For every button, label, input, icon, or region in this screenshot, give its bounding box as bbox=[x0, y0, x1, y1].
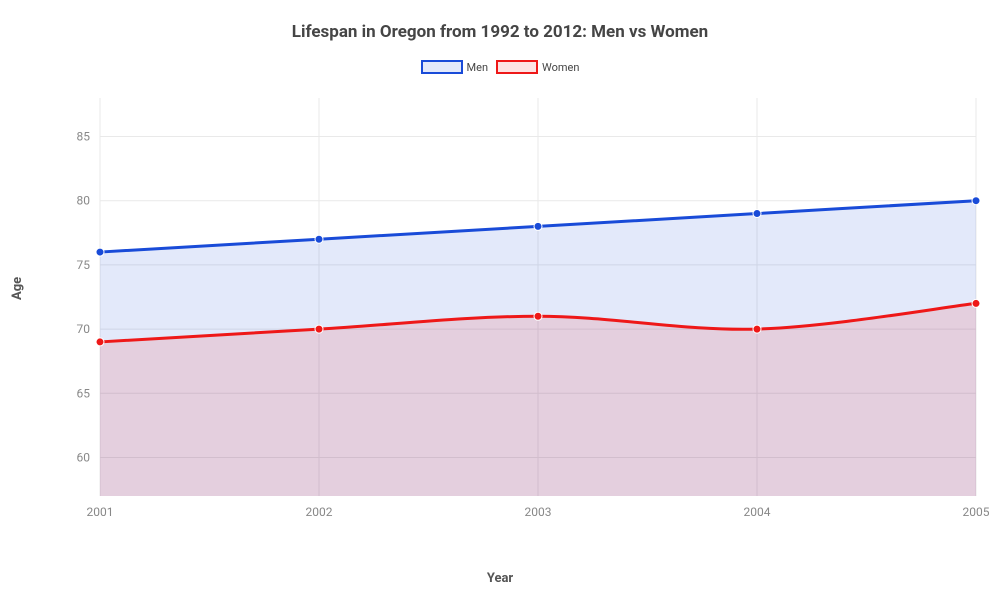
marker-women[interactable] bbox=[972, 299, 980, 307]
marker-men[interactable] bbox=[972, 197, 980, 205]
y-tick-label: 65 bbox=[77, 386, 91, 400]
plot-area: 20012002200320042005606570758085 bbox=[64, 98, 976, 530]
y-tick-label: 70 bbox=[77, 322, 91, 336]
chart-container: Lifespan in Oregon from 1992 to 2012: Me… bbox=[0, 0, 1000, 600]
marker-women[interactable] bbox=[753, 325, 761, 333]
marker-men[interactable] bbox=[753, 210, 761, 218]
y-tick-label: 80 bbox=[77, 194, 91, 208]
x-tick-label: 2004 bbox=[744, 505, 771, 519]
legend-item-women[interactable]: Women bbox=[496, 60, 579, 74]
x-tick-label: 2005 bbox=[963, 505, 990, 519]
marker-women[interactable] bbox=[534, 312, 542, 320]
legend-swatch-women bbox=[496, 60, 538, 74]
legend-item-men[interactable]: Men bbox=[421, 60, 489, 74]
y-tick-label: 60 bbox=[77, 450, 91, 464]
marker-men[interactable] bbox=[534, 222, 542, 230]
legend-label-women: Women bbox=[542, 61, 579, 74]
chart-title: Lifespan in Oregon from 1992 to 2012: Me… bbox=[0, 0, 1000, 42]
x-tick-label: 2002 bbox=[306, 505, 333, 519]
x-tick-label: 2003 bbox=[525, 505, 552, 519]
x-axis-title: Year bbox=[487, 571, 513, 586]
legend-swatch-men bbox=[421, 60, 463, 74]
legend-label-men: Men bbox=[467, 61, 489, 74]
marker-women[interactable] bbox=[96, 338, 104, 346]
y-tick-label: 85 bbox=[77, 130, 91, 144]
marker-men[interactable] bbox=[315, 235, 323, 243]
marker-men[interactable] bbox=[96, 248, 104, 256]
y-axis-title: Age bbox=[10, 277, 25, 300]
plot-svg: 20012002200320042005606570758085 bbox=[64, 98, 976, 530]
legend: Men Women bbox=[0, 60, 1000, 74]
x-tick-label: 2001 bbox=[87, 505, 114, 519]
marker-women[interactable] bbox=[315, 325, 323, 333]
y-tick-label: 75 bbox=[77, 258, 91, 272]
